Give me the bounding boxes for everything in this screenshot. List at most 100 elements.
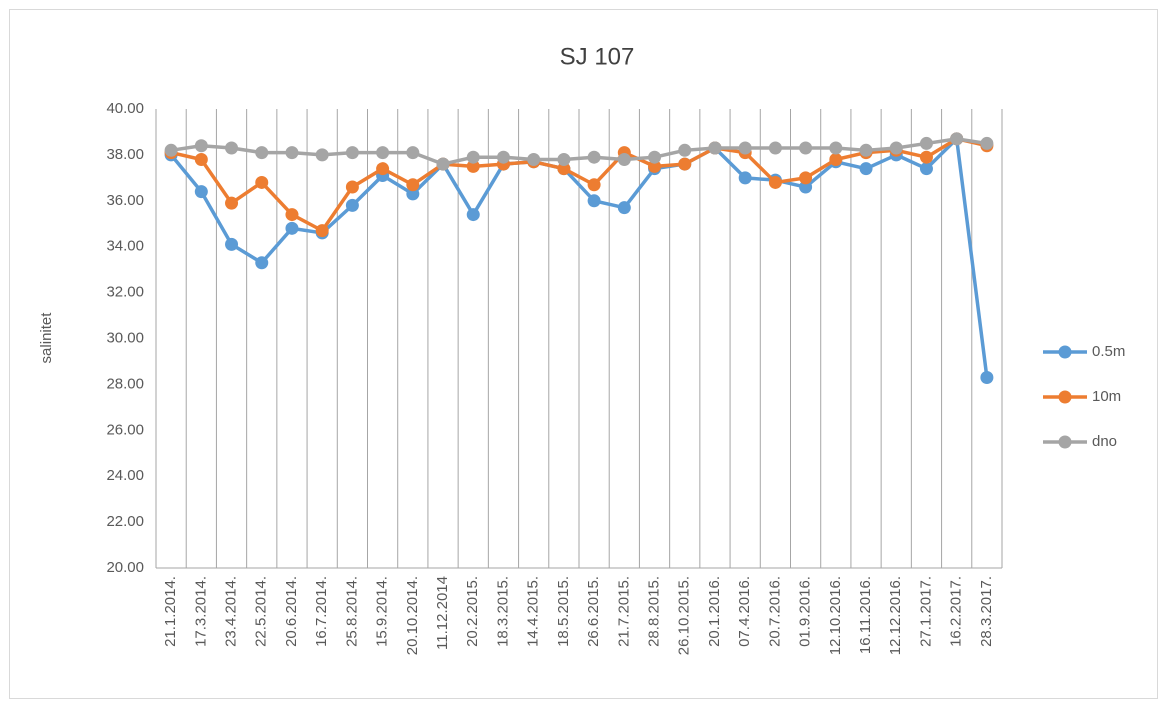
y-tick-label: 38.00: [106, 146, 144, 163]
series-line: [170, 137, 988, 166]
series-marker: [617, 152, 631, 166]
series-marker: [225, 141, 239, 155]
series-marker: [557, 162, 571, 176]
x-tick-label: 07.4.2016.: [736, 576, 753, 647]
series-marker: [496, 150, 510, 164]
chart-border: [9, 9, 1158, 699]
series-marker: [436, 157, 450, 171]
series-marker: [255, 146, 269, 160]
legend-marker: [1058, 390, 1072, 404]
series-marker: [466, 208, 480, 222]
series-marker: [738, 141, 752, 155]
y-axis-label: salinitet: [38, 312, 55, 364]
series-marker: [708, 141, 722, 155]
x-tick-label: 16.11.2016.: [857, 576, 874, 654]
series-marker: [255, 175, 269, 189]
series-marker: [285, 208, 299, 222]
series-marker: [194, 152, 208, 166]
legend-label: dno: [1092, 433, 1117, 450]
series-marker: [587, 150, 601, 164]
y-tick-label: 22.00: [106, 513, 144, 530]
series-marker: [345, 198, 359, 212]
y-tick-label: 28.00: [106, 375, 144, 392]
series-marker: [406, 146, 420, 160]
series-marker: [799, 171, 813, 185]
series-marker: [406, 187, 420, 201]
x-tick-label: 28.3.2017.: [978, 576, 995, 647]
series-marker: [466, 159, 480, 173]
series-marker: [768, 141, 782, 155]
x-tick-label: 12.12.2016.: [887, 576, 904, 655]
x-tick-label: 26.6.2015.: [585, 576, 602, 647]
y-tick-label: 26.00: [106, 421, 144, 438]
y-tick-label: 24.00: [106, 467, 144, 484]
x-tick-label: 01.9.2016.: [797, 576, 814, 647]
series-marker: [648, 159, 662, 173]
series-marker: [194, 139, 208, 153]
series-marker: [345, 146, 359, 160]
x-tick-label: 14.4.2015.: [525, 576, 542, 647]
x-tick-label: 20.1.2016.: [706, 576, 723, 647]
series-marker: [406, 178, 420, 192]
x-tick-label: 11.12.2014: [434, 576, 451, 650]
series-marker: [648, 150, 662, 164]
series-marker: [919, 162, 933, 176]
x-tick-label: 17.3.2014.: [192, 576, 209, 647]
series-marker: [315, 224, 329, 238]
series-marker: [799, 141, 813, 155]
series-marker: [738, 171, 752, 185]
x-tick-label: 25.8.2014.: [343, 576, 360, 647]
series-marker: [980, 371, 994, 385]
series-marker: [285, 221, 299, 235]
series-line: [169, 137, 989, 378]
series-marker: [376, 162, 390, 176]
y-tick-label: 30.00: [106, 329, 144, 346]
y-tick-label: 32.00: [106, 284, 144, 301]
series-marker: [617, 201, 631, 215]
series-marker: [950, 132, 964, 146]
series-line: [170, 137, 988, 233]
series-marker: [527, 152, 541, 166]
x-tick-label: 20.10.2014.: [404, 576, 421, 655]
x-tick-label: 26.10.2015.: [676, 576, 693, 655]
series-marker: [315, 148, 329, 162]
legend-label: 0.5m: [1092, 343, 1125, 360]
series-marker: [255, 256, 269, 270]
series-marker: [285, 146, 299, 160]
series-marker: [557, 152, 571, 166]
series-marker: [587, 194, 601, 208]
series-marker: [164, 143, 178, 157]
legend-marker: [1058, 435, 1072, 449]
x-tick-label: 18.5.2015.: [555, 576, 572, 647]
x-tick-label: 21.7.2015.: [615, 576, 632, 647]
y-tick-label: 20.00: [106, 559, 144, 576]
x-tick-label: 22.5.2014.: [253, 576, 270, 647]
x-tick-label: 20.7.2016.: [766, 576, 783, 647]
chart-title: SJ 107: [560, 43, 635, 70]
x-tick-label: 16.7.2014.: [313, 576, 330, 647]
legend-label: 10m: [1092, 388, 1121, 405]
series-marker: [859, 162, 873, 176]
legend-marker: [1058, 345, 1072, 359]
series-marker: [678, 157, 692, 171]
y-tick-label: 34.00: [106, 238, 144, 255]
series-marker: [376, 146, 390, 160]
y-tick-label: 36.00: [106, 192, 144, 209]
series-marker: [829, 141, 843, 155]
x-tick-label: 21.1.2014.: [162, 576, 179, 647]
y-tick-label: 40.00: [106, 100, 144, 117]
series-marker: [194, 185, 208, 199]
x-tick-label: 28.8.2015.: [646, 576, 663, 647]
x-tick-label: 12.10.2016.: [827, 576, 844, 655]
series-marker: [225, 237, 239, 251]
series-marker: [345, 180, 359, 194]
series-marker: [889, 141, 903, 155]
x-tick-label: 23.4.2014.: [223, 576, 240, 647]
series-marker: [829, 152, 843, 166]
x-tick-label: 16.2.2017.: [948, 576, 965, 647]
series-marker: [466, 150, 480, 164]
x-tick-label: 15.9.2014.: [374, 576, 391, 647]
series-marker: [225, 196, 239, 210]
